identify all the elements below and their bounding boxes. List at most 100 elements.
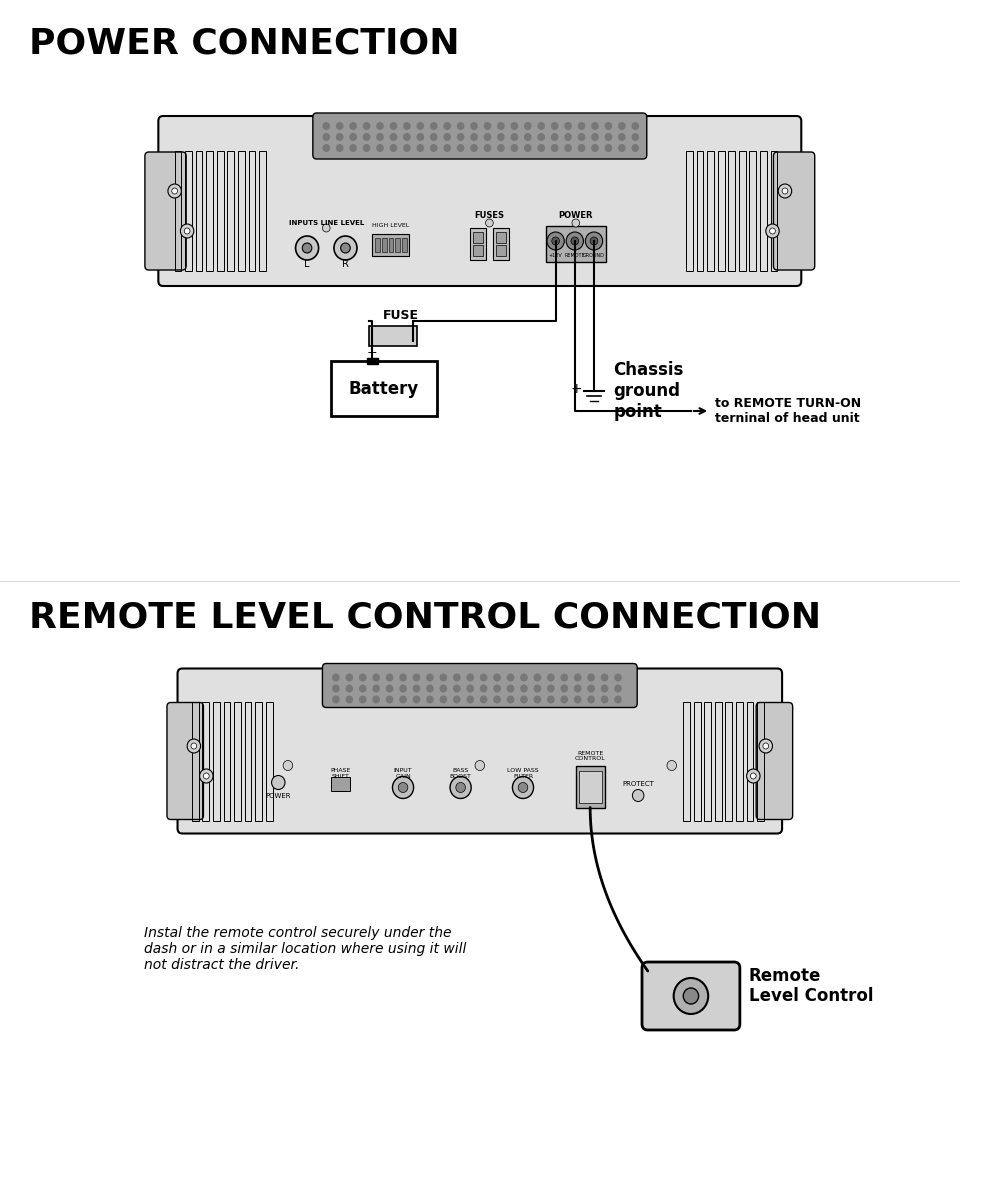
Circle shape (524, 144, 532, 152)
Text: Battery: Battery (349, 380, 419, 398)
Circle shape (486, 219, 493, 227)
Circle shape (547, 685, 555, 692)
Circle shape (520, 673, 528, 681)
Circle shape (564, 144, 572, 152)
Circle shape (416, 133, 424, 141)
Circle shape (416, 121, 424, 130)
Circle shape (180, 224, 194, 238)
Circle shape (372, 673, 380, 681)
Text: BASS
BOOST: BASS BOOST (450, 768, 472, 779)
Circle shape (345, 685, 353, 692)
Circle shape (413, 696, 420, 704)
Circle shape (475, 761, 485, 771)
Circle shape (547, 696, 555, 704)
Circle shape (332, 696, 340, 704)
Circle shape (512, 777, 534, 798)
Circle shape (631, 133, 639, 141)
Circle shape (413, 673, 420, 681)
Bar (749, 151, 756, 272)
Circle shape (674, 978, 708, 1014)
Circle shape (430, 144, 438, 152)
Circle shape (322, 144, 330, 152)
FancyBboxPatch shape (313, 113, 647, 160)
Circle shape (203, 773, 209, 779)
Bar (728, 151, 735, 272)
Text: PROTECT: PROTECT (622, 780, 654, 786)
Text: +12V: +12V (549, 252, 562, 258)
Bar (238, 151, 245, 272)
Bar (473, 232, 483, 243)
Circle shape (426, 696, 434, 704)
Bar (470, 227, 486, 260)
Circle shape (403, 121, 411, 130)
Circle shape (341, 243, 350, 252)
Bar (402, 238, 407, 252)
Circle shape (363, 133, 370, 141)
Text: REMOTE: REMOTE (565, 252, 585, 258)
Circle shape (547, 232, 564, 250)
Circle shape (614, 673, 622, 681)
Circle shape (453, 696, 461, 704)
Circle shape (520, 696, 528, 704)
Bar (686, 151, 693, 272)
Bar (175, 151, 181, 272)
Circle shape (507, 673, 514, 681)
FancyBboxPatch shape (756, 703, 793, 819)
Circle shape (497, 133, 505, 141)
Bar (331, 777, 350, 791)
Circle shape (534, 673, 541, 681)
Circle shape (345, 673, 353, 681)
Text: Chassis
ground
point: Chassis ground point (613, 361, 684, 420)
Bar (694, 701, 701, 821)
Circle shape (484, 133, 491, 141)
Bar (375, 238, 380, 252)
Bar (331, 361, 437, 416)
Circle shape (440, 673, 447, 681)
Circle shape (349, 133, 357, 141)
Text: POWER: POWER (266, 792, 291, 798)
Circle shape (272, 775, 285, 790)
Circle shape (551, 133, 559, 141)
Circle shape (551, 121, 559, 130)
Circle shape (480, 696, 487, 704)
Bar (496, 245, 506, 256)
Circle shape (466, 685, 474, 692)
Circle shape (572, 219, 580, 227)
FancyBboxPatch shape (158, 116, 801, 286)
Circle shape (172, 188, 178, 194)
Circle shape (283, 761, 293, 771)
Circle shape (601, 685, 608, 692)
Circle shape (332, 685, 340, 692)
Bar (266, 701, 273, 821)
Circle shape (618, 133, 626, 141)
Circle shape (372, 685, 380, 692)
Circle shape (416, 144, 424, 152)
Circle shape (507, 685, 514, 692)
Circle shape (470, 121, 478, 130)
Circle shape (386, 696, 393, 704)
Text: POWER: POWER (559, 211, 593, 220)
Circle shape (376, 121, 384, 130)
Bar (372, 233, 409, 256)
Bar (196, 151, 202, 272)
Bar (747, 701, 753, 821)
Circle shape (484, 144, 491, 152)
Circle shape (470, 144, 478, 152)
Circle shape (443, 121, 451, 130)
Bar (757, 701, 764, 821)
Circle shape (560, 696, 568, 704)
Bar (576, 766, 605, 807)
Circle shape (399, 685, 407, 692)
Bar (255, 701, 262, 821)
Bar (389, 238, 393, 252)
Circle shape (497, 144, 505, 152)
Circle shape (480, 673, 487, 681)
Circle shape (456, 782, 465, 792)
Bar (249, 151, 255, 272)
Circle shape (601, 696, 608, 704)
Circle shape (574, 696, 582, 704)
Circle shape (322, 121, 330, 130)
Circle shape (453, 685, 461, 692)
Bar (725, 701, 732, 821)
Circle shape (363, 144, 370, 152)
